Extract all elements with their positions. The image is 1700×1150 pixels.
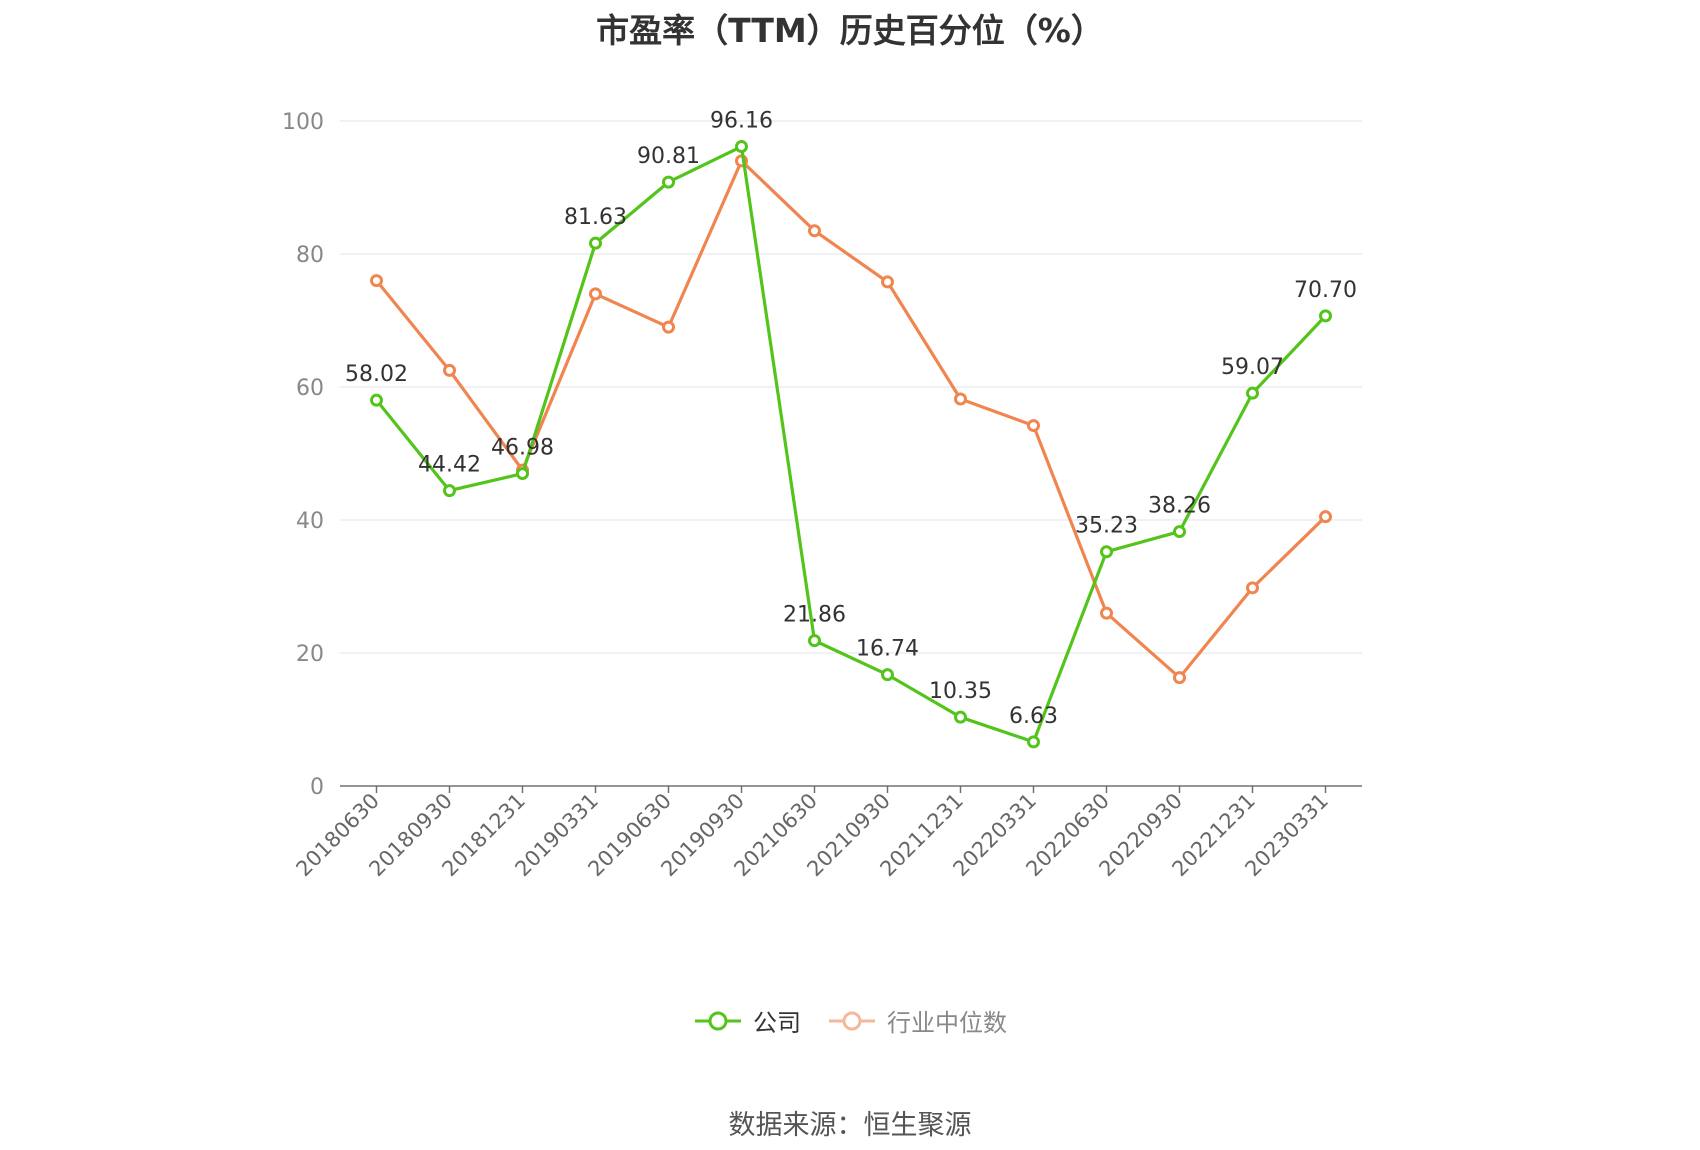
data-point-industry — [443, 363, 456, 377]
series-lines — [370, 140, 1332, 749]
data-point-industry — [662, 320, 675, 334]
series-line-company — [375, 144, 1327, 744]
data-point-industry — [808, 224, 821, 238]
data-point-industry — [370, 274, 383, 288]
data-source: 数据来源：恒生聚源 — [728, 1110, 972, 1141]
legend-item-company[interactable]: 公司 — [693, 1003, 801, 1038]
data-label-company: 59.07 — [1221, 355, 1284, 380]
data-label-company: 70.70 — [1294, 278, 1357, 303]
series-line-industry — [375, 159, 1327, 680]
data-point-company — [954, 710, 967, 724]
data-label-company: 6.63 — [1009, 704, 1058, 729]
chart-title: 市盈率（TTM）历史百分位（%） — [596, 11, 1104, 50]
line-chart: 0204060801002018063020180930201812312019… — [282, 109, 1362, 881]
y-tick-label: 100 — [282, 110, 324, 135]
y-tick-label: 20 — [296, 642, 324, 667]
legend-company-marker-icon — [695, 1011, 741, 1030]
data-point-company — [1100, 545, 1113, 559]
data-point-industry — [881, 275, 894, 289]
data-label-company: 16.74 — [856, 637, 919, 662]
data-point-company — [443, 484, 456, 498]
data-point-company — [808, 634, 821, 648]
grid-lines — [340, 120, 1362, 654]
legend-industry-marker-icon — [829, 1011, 875, 1030]
data-point-industry — [1173, 671, 1186, 685]
data-label-company: 58.02 — [345, 362, 408, 387]
legend-label-company: 公司 — [753, 1009, 801, 1037]
data-point-company — [1319, 309, 1332, 323]
data-point-industry — [954, 392, 967, 406]
data-point-company — [516, 467, 529, 481]
legend: 公司 行业中位数 — [0, 1003, 1700, 1038]
data-point-company — [1027, 735, 1040, 749]
y-tick-label: 40 — [296, 509, 324, 534]
data-label-company: 44.42 — [418, 453, 481, 478]
data-label-company: 81.63 — [564, 205, 627, 230]
data-label-company: 46.98 — [491, 436, 554, 461]
data-point-industry — [1246, 581, 1259, 595]
data-label-company: 96.16 — [710, 109, 773, 134]
data-point-industry — [1319, 510, 1332, 524]
legend-item-industry[interactable]: 行业中位数 — [827, 1003, 1007, 1038]
data-point-company — [1173, 525, 1186, 539]
data-label-company: 21.86 — [783, 603, 846, 628]
data-point-company — [1246, 386, 1259, 400]
data-labels: 58.02 44.42 46.98 81.63 90.81 96.16 21.86 16.74… — [345, 109, 1357, 729]
data-point-industry — [589, 287, 602, 301]
y-tick-label: 60 — [296, 376, 324, 401]
data-label-company: 10.35 — [929, 679, 992, 704]
data-point-company — [589, 236, 602, 250]
legend-label-industry: 行业中位数 — [887, 1009, 1007, 1037]
y-tick-label: 0 — [310, 775, 324, 800]
data-label-company: 38.26 — [1148, 494, 1211, 519]
data-point-company — [881, 668, 894, 682]
data-point-company — [735, 140, 748, 154]
data-point-company — [662, 175, 675, 189]
data-point-company — [370, 393, 383, 407]
y-tick-label: 80 — [296, 243, 324, 268]
axes: 0204060801002018063020180930201812312019… — [282, 110, 1362, 881]
data-label-company: 90.81 — [637, 144, 700, 169]
data-point-industry — [1027, 419, 1040, 433]
data-point-industry — [1100, 606, 1113, 620]
data-label-company: 35.23 — [1075, 514, 1138, 539]
